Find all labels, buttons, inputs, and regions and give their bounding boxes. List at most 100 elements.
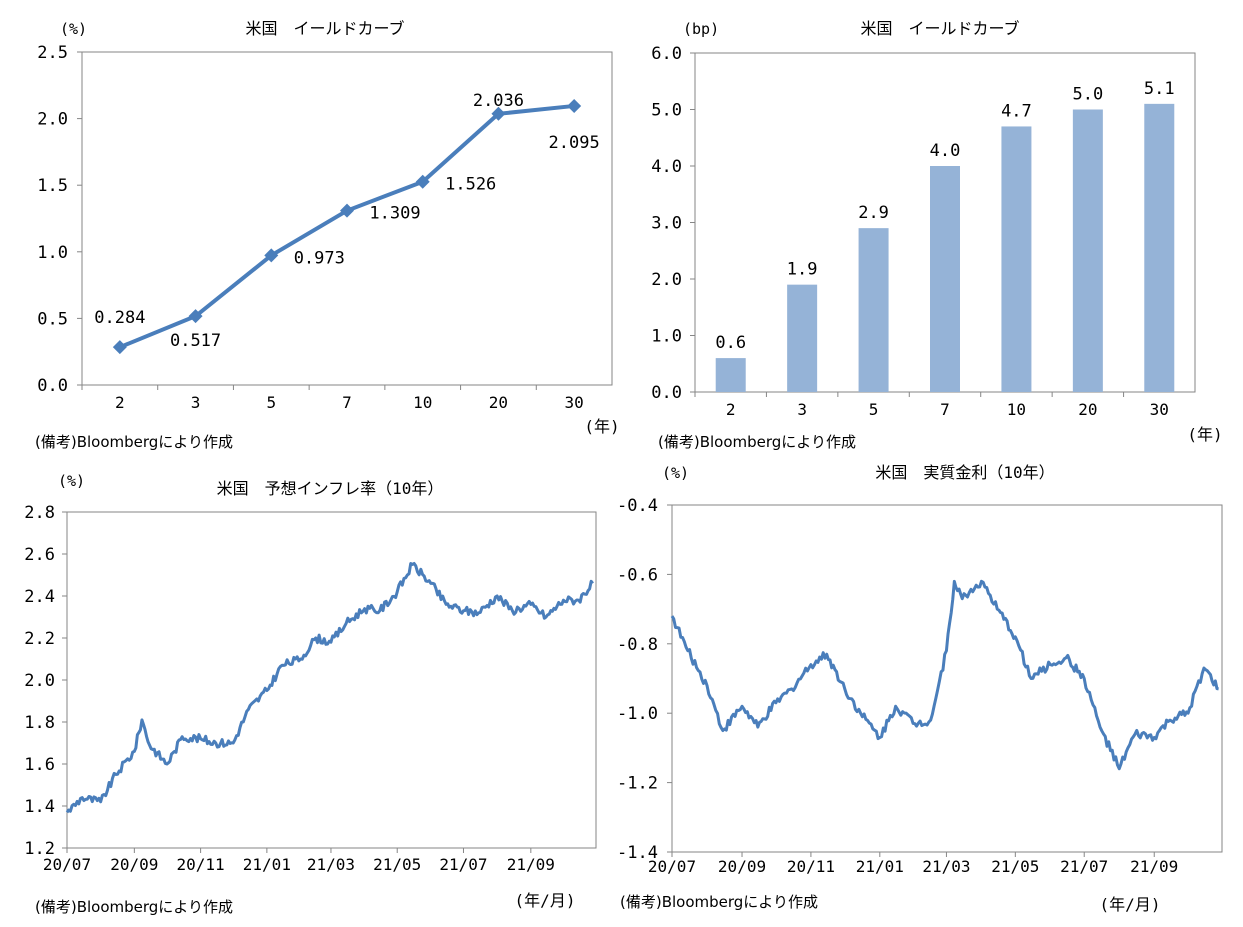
y-tick-label: 2.0 [651, 270, 682, 290]
data-label: 1.309 [369, 204, 420, 224]
plot-area [66, 511, 597, 849]
data-label: 4.7 [1001, 101, 1032, 121]
y-tick-label: 0.5 [37, 309, 68, 329]
y-axis-unit: (bp) [683, 20, 719, 38]
x-tick-label: 21/09 [507, 855, 555, 874]
x-tick-label: 30 [565, 393, 584, 412]
x-tick-label: 5 [869, 400, 879, 419]
data-point-marker [188, 309, 203, 324]
chart-title: 米国 イールドカーブ [860, 19, 1019, 38]
bar [715, 358, 746, 392]
data-point-marker [491, 106, 506, 121]
source-note: (備考)Bloombergにより作成 [658, 433, 856, 451]
y-tick-label: 2.8 [24, 503, 55, 523]
series-line [119, 103, 575, 350]
data-label: 0.284 [94, 308, 145, 328]
y-axis-unit: (%) [58, 472, 85, 490]
data-label: 5.0 [1072, 85, 1103, 105]
x-axis-unit: (年) [584, 417, 619, 436]
y-tick-label: 1.6 [24, 755, 55, 775]
chart-title: 米国 実質金利（10年） [875, 463, 1054, 482]
x-axis-unit: (年/月) [515, 891, 576, 910]
x-tick-label: 21/07 [1060, 857, 1108, 876]
chart-4 [667, 504, 1223, 857]
y-tick-label: -1.2 [617, 774, 658, 794]
x-tick-label: 21/03 [307, 855, 355, 874]
y-tick-label: 2.4 [24, 587, 55, 607]
y-tick-label: 2.0 [24, 671, 55, 691]
source-note: (備考)Bloombergにより作成 [35, 433, 233, 451]
data-label: 0.517 [170, 331, 221, 351]
x-tick-label: 21/07 [439, 855, 487, 874]
data-label: 0.973 [294, 248, 345, 268]
data-label: 4.0 [930, 141, 961, 161]
y-tick-label: 6.0 [651, 44, 682, 64]
y-tick-label: 1.8 [24, 713, 55, 733]
x-axis-unit: (年) [1187, 425, 1222, 444]
y-tick-label: 2.6 [24, 545, 55, 565]
chart-title: 米国 予想インフレ率（10年） [217, 479, 444, 498]
x-tick-label: 20/11 [787, 857, 835, 876]
x-tick-label: 20/07 [648, 857, 696, 876]
x-tick-label: 21/01 [243, 855, 291, 874]
x-tick-label: 10 [413, 393, 432, 412]
data-point-marker [340, 203, 354, 218]
chart-2 [690, 52, 1196, 397]
bar [1001, 126, 1032, 392]
y-tick-label: 4.0 [651, 157, 682, 177]
x-tick-label: 30 [1150, 400, 1169, 419]
x-tick-label: 7 [342, 393, 352, 412]
series-line [65, 561, 594, 814]
y-tick-label: -1.4 [617, 843, 658, 863]
x-tick-label: 21/01 [856, 857, 904, 876]
data-label: 2.095 [549, 133, 600, 153]
bar [1144, 103, 1175, 392]
x-tick-label: 21/09 [1130, 857, 1178, 876]
y-tick-label: 1.0 [651, 327, 682, 347]
y-tick-label: 0.0 [651, 383, 682, 403]
x-tick-label: 2 [726, 400, 736, 419]
y-tick-label: 1.5 [37, 176, 68, 196]
y-tick-label: 2.0 [37, 110, 68, 130]
y-tick-label: -0.4 [617, 496, 658, 516]
chart-3 [62, 511, 597, 853]
x-axis-unit: (年/月) [1100, 895, 1161, 914]
data-label: 2.9 [858, 203, 889, 223]
data-label: 5.1 [1144, 79, 1175, 99]
y-tick-label: 1.2 [24, 839, 55, 859]
x-tick-label: 10 [1007, 400, 1026, 419]
data-label: 1.526 [445, 175, 496, 195]
y-tick-label: -0.6 [617, 565, 658, 585]
y-tick-label: 5.0 [651, 101, 682, 121]
x-tick-label: 20 [489, 393, 508, 412]
bar [787, 284, 818, 392]
x-tick-label: 20 [1078, 400, 1097, 419]
y-tick-label: 1.0 [37, 243, 68, 263]
x-tick-label: 20/09 [110, 855, 158, 874]
y-tick-label: 2.2 [24, 629, 55, 649]
y-tick-label: 3.0 [651, 214, 682, 234]
bar [1072, 109, 1103, 392]
x-tick-label: 21/03 [922, 857, 970, 876]
data-label: 2.036 [473, 91, 524, 111]
y-axis-unit: (%) [662, 464, 689, 482]
plot-area [81, 51, 613, 386]
source-note: (備考)Bloombergにより作成 [620, 893, 818, 911]
x-tick-label: 20/09 [718, 857, 766, 876]
y-tick-label: -1.0 [617, 704, 658, 724]
y-tick-label: 0.0 [37, 376, 68, 396]
y-axis-unit: (%) [60, 20, 87, 38]
data-label: 1.9 [787, 260, 818, 280]
x-tick-label: 20/11 [177, 855, 225, 874]
source-note: (備考)Bloombergにより作成 [35, 898, 233, 916]
y-tick-label: -0.8 [617, 635, 658, 655]
y-tick-label: 2.5 [37, 43, 68, 63]
x-tick-label: 3 [191, 393, 201, 412]
series-line [670, 579, 1219, 771]
x-tick-label: 5 [266, 393, 276, 412]
x-tick-label: 21/05 [373, 855, 421, 874]
bar [930, 166, 960, 392]
data-point-marker [112, 340, 127, 355]
x-tick-label: 2 [115, 393, 125, 412]
